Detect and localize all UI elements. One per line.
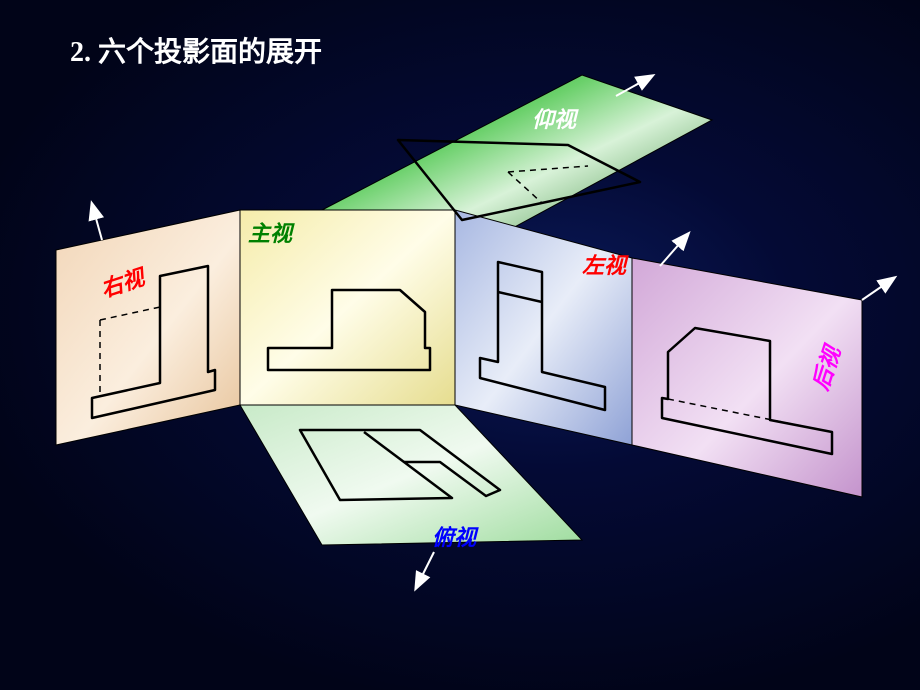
page-title: 2. 六个投影面的展开 xyxy=(70,30,322,70)
label-bottom: 俯视 xyxy=(432,520,476,552)
plane-bottom xyxy=(240,405,582,545)
label-front: 主视 xyxy=(248,216,292,248)
unfold-arrow xyxy=(416,552,434,588)
plane-right xyxy=(56,210,240,445)
label-top: 仰视 xyxy=(532,102,576,134)
diagram-canvas xyxy=(0,0,920,690)
unfold-arrow xyxy=(660,234,688,266)
label-left: 左视 xyxy=(582,248,626,280)
unfold-arrow xyxy=(862,278,894,300)
unfold-arrow xyxy=(92,204,102,240)
